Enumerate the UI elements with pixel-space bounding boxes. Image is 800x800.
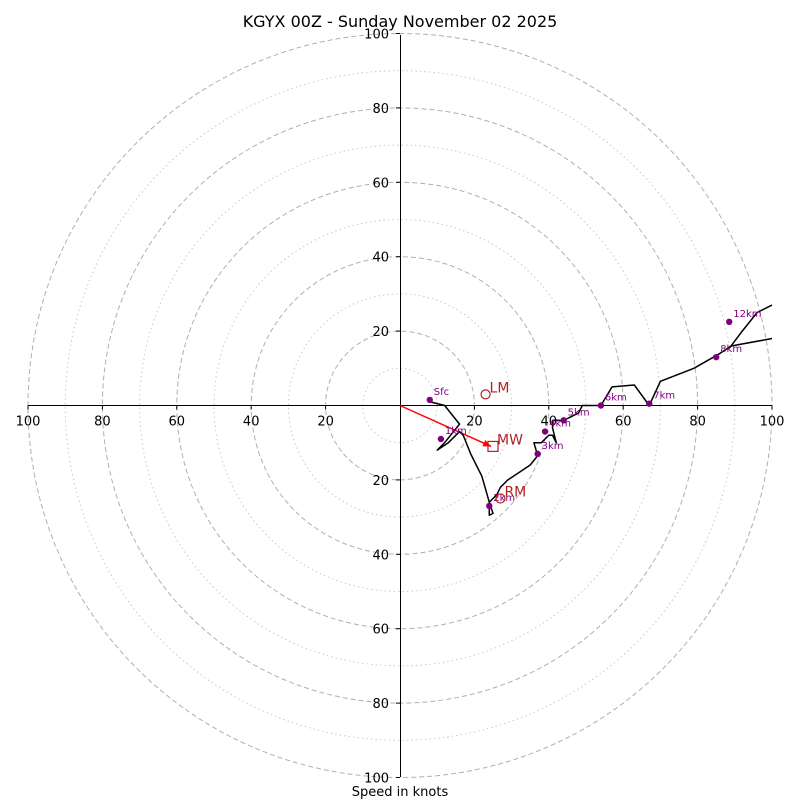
y-tick-label: 20 (372, 474, 389, 489)
storm-marker-lm (480, 389, 491, 400)
x-tick-label: 60 (169, 415, 186, 430)
height-marker-2km (486, 502, 493, 510)
mean-wind-arrow-head (482, 439, 492, 447)
y-tick-label: 100 (364, 28, 389, 43)
mean-wind-arrow-shaft (399, 404, 492, 448)
x-tick-label: 20 (466, 415, 483, 430)
height-label-2km: 2km (493, 493, 515, 504)
height-marker-sfc (426, 396, 433, 404)
height-label-6km: 6km (605, 393, 627, 404)
height-label-sfc: Sfc (434, 387, 449, 398)
height-label-12km: 12km (733, 309, 761, 320)
height-label-3km: 3km (542, 441, 564, 452)
x-tick-label: 40 (243, 415, 260, 430)
mean-wind-arrow (399, 404, 492, 448)
storm-marker-rm (495, 493, 506, 504)
storm-marker-mw (487, 440, 499, 453)
y-tick-label: 60 (372, 623, 389, 638)
tick-labels: 100 80 60 40 20 20 40 60 80 100100806040202040608… (16, 28, 785, 787)
x-tick-label: 80 (94, 415, 111, 430)
x-axis-label: Speed in knots (352, 785, 449, 800)
height-marker-7km (646, 400, 653, 407)
storm-motion-markers: LM MW RM (480, 380, 526, 504)
height-marker-4km (541, 428, 549, 435)
height-label-7km: 7km (653, 391, 675, 402)
hodograph-trace (429, 304, 773, 516)
x-tick-label: 100 (16, 415, 41, 430)
height-marker-8km (713, 353, 720, 361)
height-label-4km: 4km (549, 419, 571, 430)
y-tick-label: 40 (372, 548, 389, 563)
storm-label-rm: RM (504, 485, 526, 501)
y-tick-label: 100 (364, 772, 389, 787)
y-tick-label: 80 (372, 102, 389, 117)
height-label-5km: 5km (568, 407, 590, 418)
y-tick-label: 80 (372, 697, 389, 712)
x-tick-label: 100 (760, 415, 785, 430)
height-marker-12km (726, 318, 733, 325)
storm-label-lm: LM (490, 380, 510, 396)
height-marker-6km (597, 402, 605, 409)
height-marker-5km (560, 417, 567, 424)
y-tick-label: 60 (372, 176, 389, 191)
height-label-1km: 1km (445, 426, 467, 437)
x-tick-label: 80 (689, 415, 706, 430)
y-tick-label: 20 (372, 325, 389, 340)
x-tick-label: 20 (317, 415, 334, 430)
hodograph-line-segment (730, 337, 773, 347)
height-marker-3km (534, 450, 541, 458)
hodograph-line (429, 304, 773, 516)
storm-label-mw: MW (497, 432, 523, 448)
y-tick-label: 40 (372, 251, 389, 266)
x-tick-label: 60 (615, 415, 632, 430)
height-marker-1km (437, 435, 445, 443)
chart-title: KGYX 00Z - Sunday November 02 2025 (243, 12, 558, 31)
height-label-8km: 8km (720, 344, 742, 355)
